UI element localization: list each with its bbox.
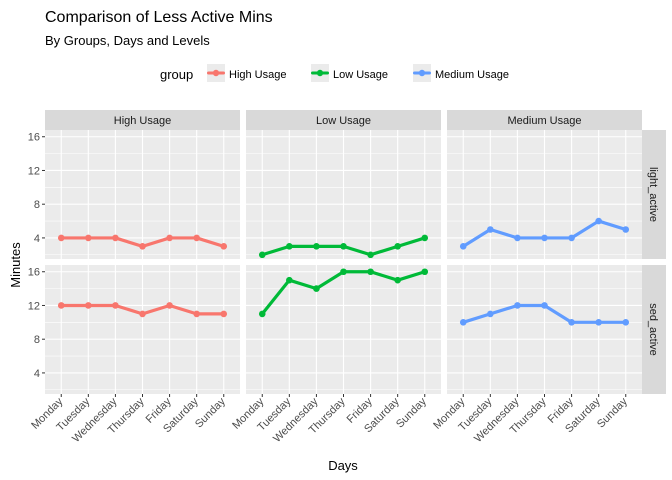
data-point-light-active-low-usage-thursday <box>340 243 347 250</box>
data-point-sed-active-medium-usage-saturday <box>595 319 602 326</box>
data-point-sed-active-high-usage-wednesday <box>112 302 119 309</box>
strip-top-label-medium-usage: Medium Usage <box>508 115 582 127</box>
y-tick-label-light-active-16: 16 <box>28 132 40 144</box>
data-point-light-active-medium-usage-monday <box>459 243 467 250</box>
x-tick-label-low-usage-sunday: Sunday <box>394 395 429 430</box>
data-point-sed-active-medium-usage-friday <box>568 319 575 326</box>
strip-top-high-usage <box>45 110 240 130</box>
data-point-sed-active-low-usage-wednesday <box>313 285 320 292</box>
data-point-light-active-high-usage-saturday <box>193 234 200 242</box>
y-tick-label-light-active-4: 4 <box>34 233 40 245</box>
data-point-light-active-medium-usage-thursday <box>541 234 548 242</box>
x-tick-label-medium-usage-sunday: Sunday <box>595 395 630 430</box>
data-point-sed-active-medium-usage-monday <box>459 319 467 326</box>
data-point-sed-active-low-usage-monday <box>258 310 266 318</box>
chart-subtitle: By Groups, Days and Levels <box>45 33 210 48</box>
data-point-light-active-medium-usage-wednesday <box>514 234 521 242</box>
strip-top-medium-usage <box>447 110 642 130</box>
data-point-sed-active-high-usage-thursday <box>139 310 146 318</box>
data-point-light-active-medium-usage-friday <box>568 234 575 242</box>
y-tick-label-sed-active-12: 12 <box>28 300 40 312</box>
data-point-light-active-high-usage-tuesday <box>85 234 92 242</box>
data-point-light-active-high-usage-friday <box>166 234 173 242</box>
y-tick-label-light-active-8: 8 <box>34 199 40 211</box>
strip-right-label-sed-active: sed_active <box>647 303 659 356</box>
data-point-sed-active-medium-usage-wednesday <box>514 302 521 309</box>
legend-key-point-medium-usage <box>418 69 426 77</box>
strip-right-light-active <box>642 130 666 259</box>
strip-right-label-light-active: light_active <box>647 167 659 222</box>
strip-top-label-high-usage: High Usage <box>114 115 171 127</box>
legend-key-point-low-usage <box>316 69 324 77</box>
data-point-sed-active-high-usage-tuesday <box>85 302 92 309</box>
data-point-sed-active-high-usage-sunday <box>220 310 228 318</box>
data-point-light-active-low-usage-monday <box>258 251 266 259</box>
data-point-sed-active-high-usage-saturday <box>193 310 200 318</box>
y-tick-label-sed-active-4: 4 <box>34 368 40 380</box>
data-point-light-active-high-usage-sunday <box>220 243 228 250</box>
data-point-light-active-low-usage-tuesday <box>286 243 293 250</box>
legend-label-medium-usage: Medium Usage <box>435 69 509 81</box>
legend-label-low-usage: Low Usage <box>333 69 388 81</box>
data-point-sed-active-low-usage-friday <box>367 268 374 276</box>
legend-key-point-high-usage <box>212 69 220 77</box>
data-point-sed-active-low-usage-sunday <box>421 268 429 276</box>
data-point-sed-active-medium-usage-thursday <box>541 302 548 309</box>
data-point-light-active-low-usage-saturday <box>394 243 401 250</box>
y-tick-label-light-active-12: 12 <box>28 165 40 177</box>
y-tick-label-sed-active-8: 8 <box>34 334 40 346</box>
data-point-light-active-medium-usage-sunday <box>622 226 630 233</box>
strip-top-label-low-usage: Low Usage <box>316 115 371 127</box>
data-point-sed-active-low-usage-thursday <box>340 268 347 276</box>
data-point-light-active-medium-usage-saturday <box>595 217 602 225</box>
data-point-sed-active-low-usage-saturday <box>394 276 401 284</box>
chart-title: Comparison of Less Active Mins <box>45 9 273 26</box>
strip-right-sed-active <box>642 265 666 394</box>
x-axis-title: Days <box>328 458 358 473</box>
legend-label-high-usage: High Usage <box>229 69 286 81</box>
data-point-sed-active-high-usage-friday <box>166 302 173 309</box>
legend-title: group <box>160 67 193 82</box>
data-point-light-active-medium-usage-tuesday <box>487 226 494 233</box>
legend: group High Usage Low Usage Medium Usage <box>160 64 509 82</box>
data-point-light-active-high-usage-thursday <box>139 243 146 250</box>
y-axis-title: Minutes <box>8 242 23 288</box>
y-tick-label-sed-active-16: 16 <box>28 267 40 279</box>
strip-top-low-usage <box>246 110 441 130</box>
data-point-light-active-low-usage-sunday <box>421 234 429 242</box>
x-tick-label-high-usage-sunday: Sunday <box>193 395 228 430</box>
data-point-sed-active-medium-usage-sunday <box>622 319 630 326</box>
data-point-light-active-low-usage-wednesday <box>313 243 320 250</box>
data-point-light-active-low-usage-friday <box>367 251 374 259</box>
data-point-sed-active-high-usage-monday <box>57 302 65 309</box>
facet-panels: High Usage Low Usage Medium Usage light_act… <box>28 110 666 445</box>
data-point-sed-active-low-usage-tuesday <box>286 276 293 284</box>
data-point-light-active-high-usage-wednesday <box>112 234 119 242</box>
data-point-light-active-high-usage-monday <box>57 234 65 242</box>
data-point-sed-active-medium-usage-tuesday <box>487 310 494 318</box>
